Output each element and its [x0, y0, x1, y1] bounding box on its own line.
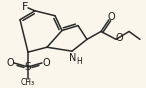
- Text: N: N: [69, 53, 77, 63]
- Text: F: F: [22, 2, 28, 12]
- Text: S: S: [25, 62, 31, 72]
- Text: CH₃: CH₃: [21, 78, 35, 87]
- Text: H: H: [76, 57, 82, 66]
- Text: O: O: [115, 33, 123, 43]
- Text: O: O: [6, 58, 14, 68]
- Text: O: O: [42, 58, 50, 68]
- Text: O: O: [107, 12, 115, 22]
